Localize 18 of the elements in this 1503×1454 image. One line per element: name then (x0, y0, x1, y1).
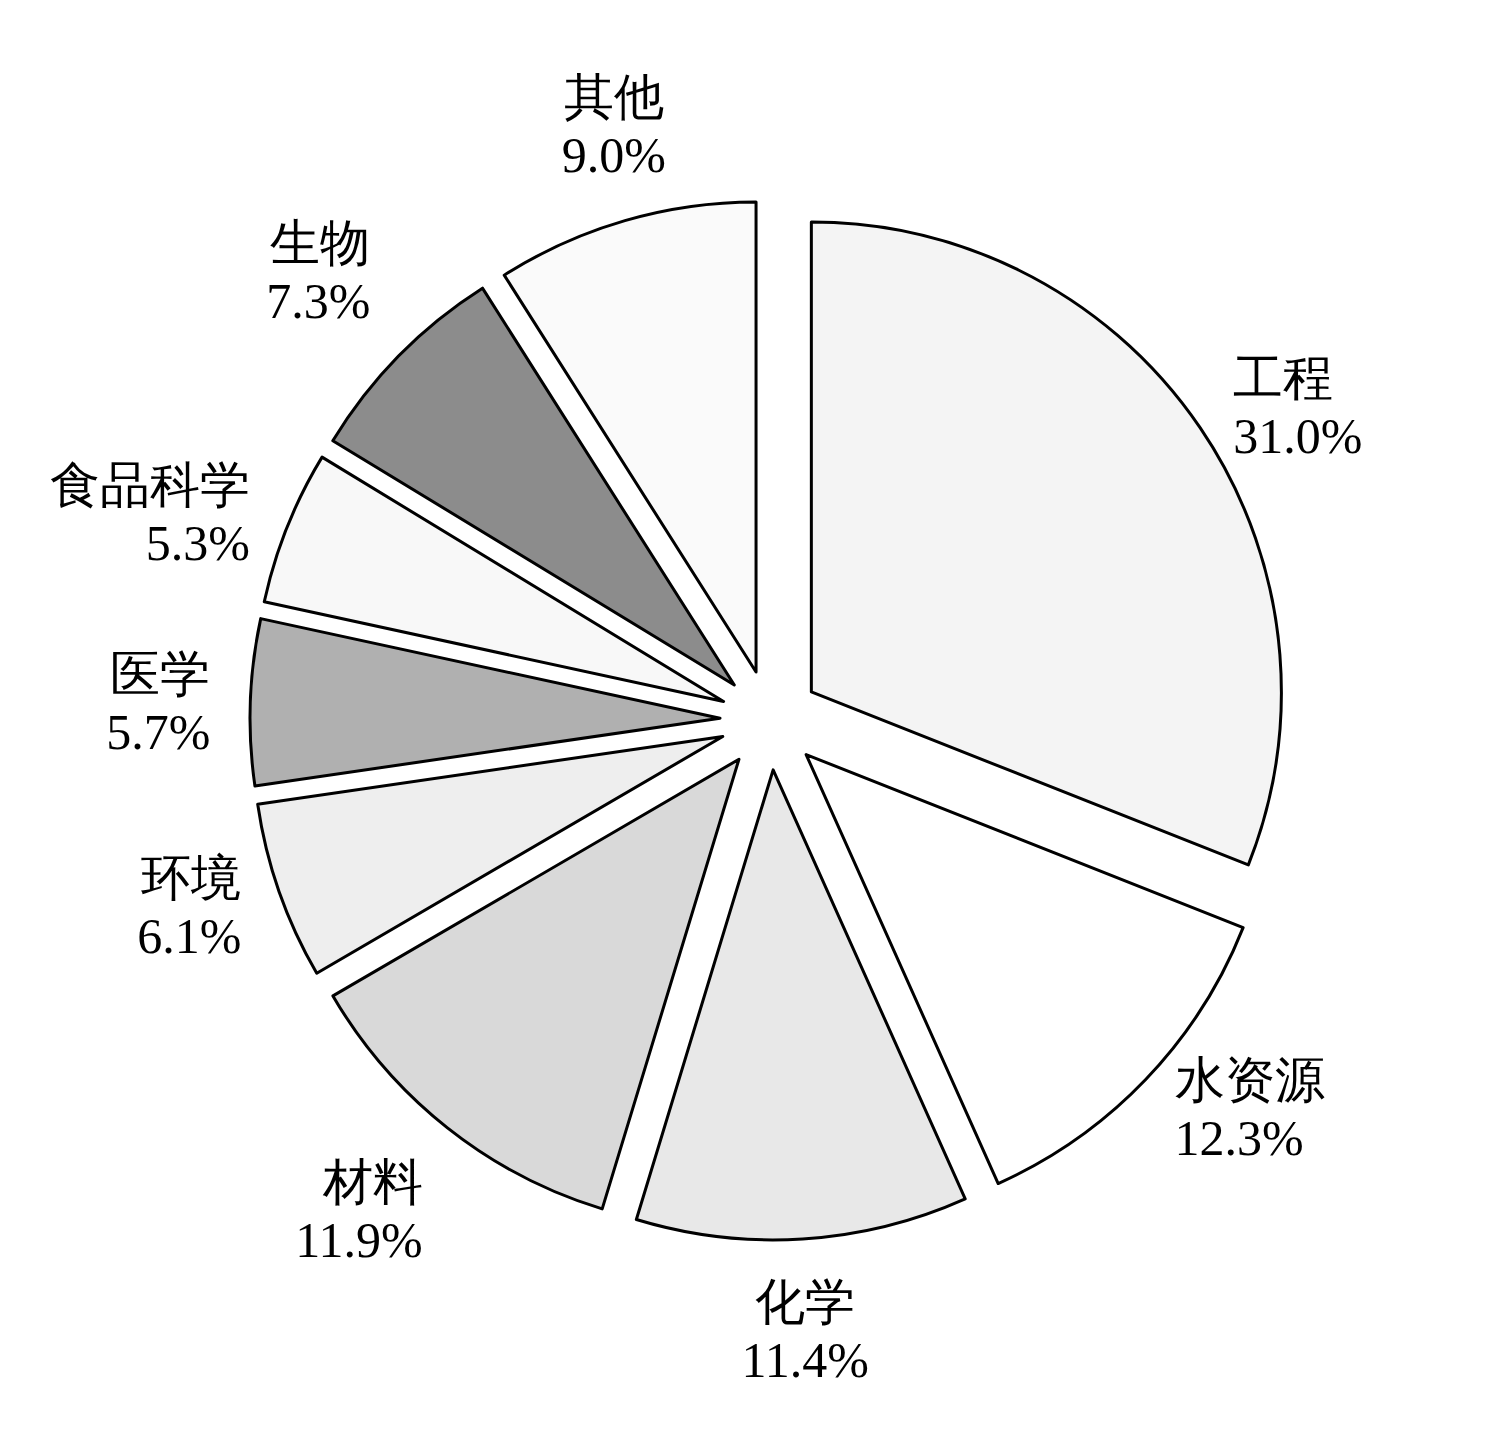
data-label: 9.0% (561, 127, 666, 184)
data-label: 11.9% (295, 1212, 423, 1269)
data-label: 5.7% (106, 703, 211, 760)
data-label: 12.3% (1174, 1110, 1304, 1167)
data-label: 7.3% (266, 272, 371, 329)
slice-label: 生物 (270, 214, 371, 271)
data-label: 6.1% (137, 907, 242, 964)
data-label: 11.4% (741, 1331, 869, 1388)
slice-label: 食品科学 (49, 457, 250, 514)
slice-label: 水资源 (1174, 1052, 1325, 1109)
data-label: 31.0% (1233, 408, 1363, 465)
slice-label: 化学 (755, 1273, 856, 1330)
slice-label: 医学 (110, 645, 211, 702)
slice-label: 材料 (321, 1154, 423, 1211)
slice-label: 环境 (141, 849, 242, 906)
slice-label: 工程 (1233, 350, 1334, 407)
data-label: 5.3% (145, 515, 250, 572)
slice-label: 其他 (563, 69, 664, 126)
